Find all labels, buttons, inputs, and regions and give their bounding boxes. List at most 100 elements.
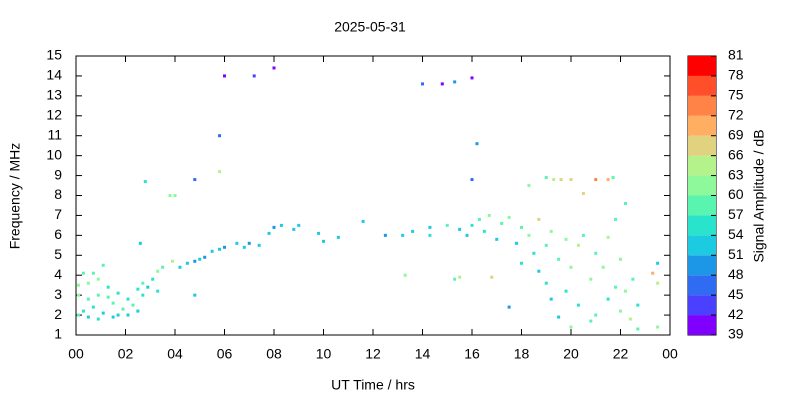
point bbox=[490, 275, 494, 279]
point bbox=[458, 275, 462, 279]
colorbar-tick-label: 51 bbox=[728, 246, 744, 262]
y-tick-label: 6 bbox=[54, 226, 62, 242]
point bbox=[619, 257, 622, 261]
point bbox=[606, 235, 610, 239]
point bbox=[557, 315, 561, 319]
point bbox=[428, 225, 432, 229]
colorbar-band bbox=[688, 135, 716, 156]
point bbox=[445, 223, 449, 227]
point bbox=[581, 233, 585, 237]
y-tick-label: 15 bbox=[46, 47, 62, 63]
point bbox=[651, 271, 655, 275]
point bbox=[247, 241, 251, 245]
x-tick-label: 06 bbox=[217, 346, 233, 362]
point bbox=[156, 289, 160, 293]
point bbox=[101, 311, 105, 315]
point bbox=[594, 313, 598, 317]
colorbar-band bbox=[688, 215, 716, 236]
point bbox=[86, 281, 90, 285]
point bbox=[193, 259, 197, 263]
x-tick-label: 08 bbox=[266, 346, 282, 362]
point bbox=[500, 221, 504, 225]
point bbox=[141, 293, 145, 297]
point bbox=[656, 261, 660, 265]
colorbar-tick-label: 48 bbox=[728, 266, 744, 282]
point bbox=[121, 307, 125, 311]
point bbox=[636, 303, 640, 307]
point bbox=[257, 243, 261, 247]
point bbox=[544, 243, 548, 247]
point bbox=[171, 259, 175, 263]
point bbox=[631, 277, 635, 281]
y-tick-label: 12 bbox=[46, 106, 62, 122]
colorbar-tick-label: 78 bbox=[728, 67, 744, 83]
x-tick-label: 02 bbox=[118, 346, 134, 362]
colorbar-band bbox=[688, 295, 716, 316]
y-tick-label: 2 bbox=[54, 306, 62, 322]
point bbox=[292, 227, 296, 231]
point bbox=[411, 229, 415, 233]
colorbar-band bbox=[688, 255, 716, 276]
y-tick-label: 10 bbox=[46, 146, 62, 162]
point bbox=[611, 176, 615, 180]
x-tick-label: 10 bbox=[316, 346, 332, 362]
point bbox=[143, 180, 147, 184]
y-axis-label: Frequency / MHz bbox=[7, 143, 23, 250]
point bbox=[81, 309, 85, 313]
colorbar-band bbox=[688, 275, 716, 296]
point bbox=[606, 178, 610, 182]
point bbox=[361, 219, 365, 223]
point bbox=[515, 241, 519, 245]
point bbox=[576, 303, 580, 307]
x-tick-label: 12 bbox=[365, 346, 381, 362]
point bbox=[428, 233, 432, 237]
x-axis-label: UT Time / hrs bbox=[331, 377, 415, 393]
point bbox=[569, 325, 573, 329]
y-tick-label: 11 bbox=[47, 126, 62, 142]
point bbox=[76, 313, 80, 317]
colorbar-tick-label: 72 bbox=[728, 106, 744, 122]
point bbox=[223, 245, 226, 249]
x-tick-label: 00 bbox=[68, 346, 84, 362]
colorbar-label: Signal Amplitude / dB bbox=[751, 129, 767, 262]
point bbox=[544, 176, 548, 180]
point bbox=[470, 178, 474, 182]
point bbox=[569, 265, 573, 269]
colorbar-tick-label: 42 bbox=[728, 306, 744, 322]
point bbox=[532, 251, 536, 255]
point bbox=[317, 231, 321, 235]
colorbar-band bbox=[688, 56, 716, 76]
colorbar-tick-label: 45 bbox=[728, 286, 744, 302]
colorbar-band bbox=[688, 75, 716, 96]
point bbox=[126, 313, 130, 317]
colorbar-band bbox=[688, 175, 716, 196]
point bbox=[520, 261, 523, 265]
colorbar-band bbox=[688, 115, 716, 136]
x-tick-label: 18 bbox=[514, 346, 530, 362]
point bbox=[106, 295, 110, 299]
point bbox=[656, 325, 660, 329]
point bbox=[656, 281, 660, 285]
point bbox=[549, 297, 553, 301]
point bbox=[235, 241, 239, 245]
point bbox=[267, 231, 271, 235]
point bbox=[576, 243, 580, 247]
point bbox=[482, 229, 486, 233]
point bbox=[458, 227, 462, 231]
point bbox=[336, 235, 340, 239]
point bbox=[557, 257, 561, 261]
point bbox=[544, 281, 548, 285]
point bbox=[559, 178, 563, 182]
point bbox=[223, 74, 226, 78]
point bbox=[126, 297, 130, 301]
point bbox=[453, 80, 457, 84]
point bbox=[581, 192, 585, 196]
y-tick-label: 7 bbox=[54, 206, 62, 222]
point bbox=[141, 281, 145, 285]
point bbox=[628, 317, 632, 321]
point bbox=[440, 82, 444, 86]
point bbox=[96, 277, 100, 281]
point bbox=[594, 178, 598, 182]
point bbox=[297, 223, 301, 227]
